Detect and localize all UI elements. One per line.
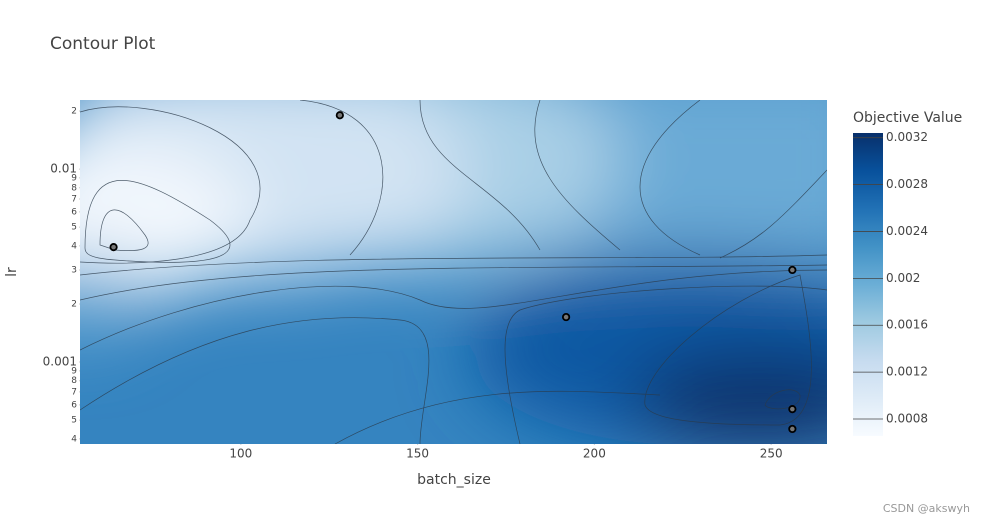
x-tick-label: 150 [406,447,429,461]
y-tick-label: 3 [71,265,77,275]
y-tick-label: 5 [71,416,77,426]
colorbar-tick-label: 0.002 [886,271,920,285]
y-tick-label: 6 [71,207,77,217]
trial-point [788,405,797,414]
colorbar-tick-label: 0.0008 [886,412,928,426]
y-tick-label: 2 [71,299,77,309]
y-tick-label: 4 [71,241,77,251]
y-tick-label: 8 [71,376,77,386]
trial-point [109,243,118,252]
colorbar-tick-label: 0.0028 [886,177,928,191]
colorbar [853,133,883,436]
x-tick-label: 200 [583,447,606,461]
colorbar-tick-label: 0.0032 [886,130,928,144]
chart-title: Contour Plot [50,34,156,54]
colorbar-tick-label: 0.0024 [886,224,928,238]
x-tick-label: 250 [760,447,783,461]
y-tick-label: 9 [71,366,77,376]
colorbar-title: Objective Value [853,110,962,126]
y-tick-label: 0.001 [43,355,77,369]
contour-fill [80,100,827,444]
y-tick-label: 9 [71,173,77,183]
y-tick-label: 4 [71,434,77,444]
trial-point [788,424,797,434]
y-tick-label: 7 [71,387,77,397]
y-tick-label: 7 [71,194,77,204]
y-tick-label: 6 [71,400,77,410]
x-tick-label: 100 [229,447,252,461]
y-tick-label: 8 [71,183,77,193]
y-axis-label: lr [4,267,20,277]
y-tick-label: 0.01 [50,162,77,176]
trial-point [561,312,571,322]
y-tick-label: 5 [71,223,77,233]
trial-point [788,265,797,275]
y-tick-label: 2 [71,106,77,116]
trial-point [335,111,344,120]
colorbar-tick-label: 0.0012 [886,365,928,379]
watermark: CSDN @akswyh [883,502,970,515]
colorbar-tick-label: 0.0016 [886,318,928,332]
x-axis-label: batch_size [417,472,491,488]
